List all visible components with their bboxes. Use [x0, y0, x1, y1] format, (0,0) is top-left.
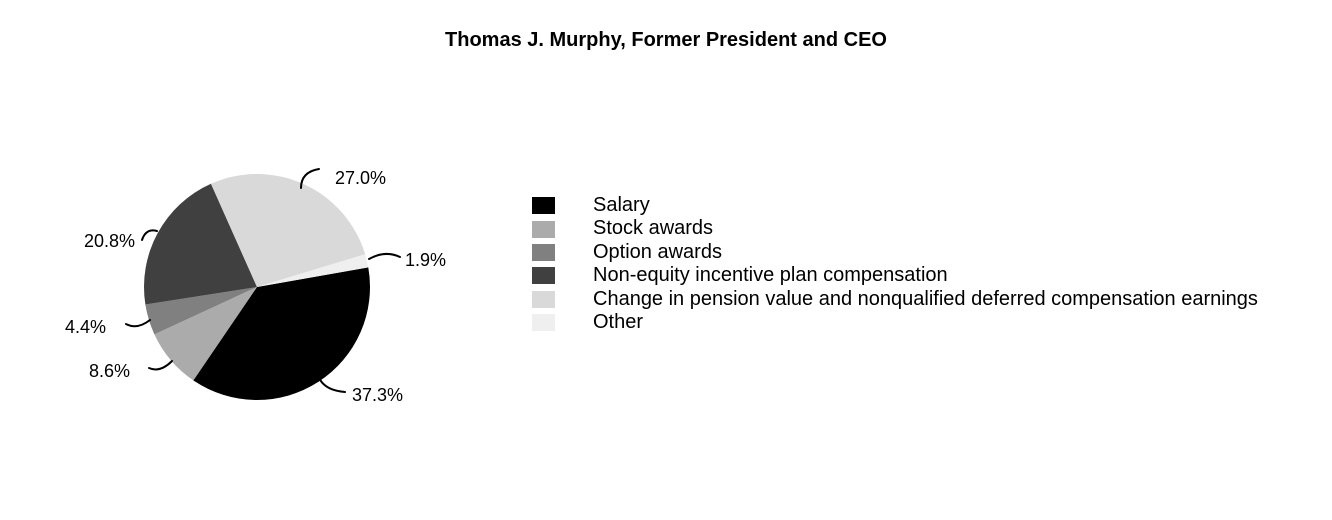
label-leader-line [148, 360, 173, 371]
legend-swatch [532, 220, 555, 238]
legend-swatch [532, 197, 555, 215]
legend-swatch [532, 314, 555, 332]
label-leader-line [300, 168, 320, 189]
legend-label: Stock awards [593, 217, 714, 240]
legend-label: Option awards [593, 240, 722, 263]
legend-item: Other [532, 311, 1258, 334]
legend-label: Change in pension value and nonqualified… [593, 287, 1258, 310]
pie-slice-option-awards [145, 287, 257, 335]
chart-legend: Salary Stock awards Option awards Non-equit… [532, 194, 1258, 334]
legend-item: Stock awards [532, 217, 1258, 240]
legend-label: Salary [593, 194, 650, 216]
slice-percent-label: 1.9% [405, 250, 446, 270]
label-leader-line [125, 319, 151, 328]
legend-item: Salary [532, 194, 1258, 217]
label-leader-line [141, 229, 158, 241]
legend-label: Non-equity incentive plan compensation [593, 264, 948, 287]
pie-slice-salary [193, 267, 370, 400]
legend-swatch [532, 243, 555, 261]
slice-percent-label: 8.6% [89, 361, 130, 381]
pie-slice-other [257, 254, 369, 287]
slice-percent-label: 37.3% [352, 385, 403, 405]
chart-title: Thomas J. Murphy, Former President and C… [445, 29, 887, 51]
legend-item: Change in pension value and nonqualified… [532, 288, 1258, 311]
label-leader-line [316, 370, 346, 393]
pie-slice-non-equity-incentive-plan-compensation [144, 183, 257, 305]
slice-percent-label: 20.8% [84, 231, 135, 251]
legend-label: Other [593, 310, 644, 333]
slice-percent-label: 27.0% [335, 168, 386, 188]
legend-item: Option awards [532, 241, 1258, 264]
slice-percent-label: 4.4% [65, 317, 106, 337]
legend-swatch [532, 290, 555, 308]
legend-swatch [532, 267, 555, 285]
pie-slice-change-in-pension-value-and-nonqualified-deferred-compensation-earnings [210, 174, 366, 287]
pie-slice-stock-awards [154, 287, 257, 381]
label-leader-line [368, 253, 401, 260]
legend-item: Non-equity incentive plan compensation [532, 264, 1258, 287]
